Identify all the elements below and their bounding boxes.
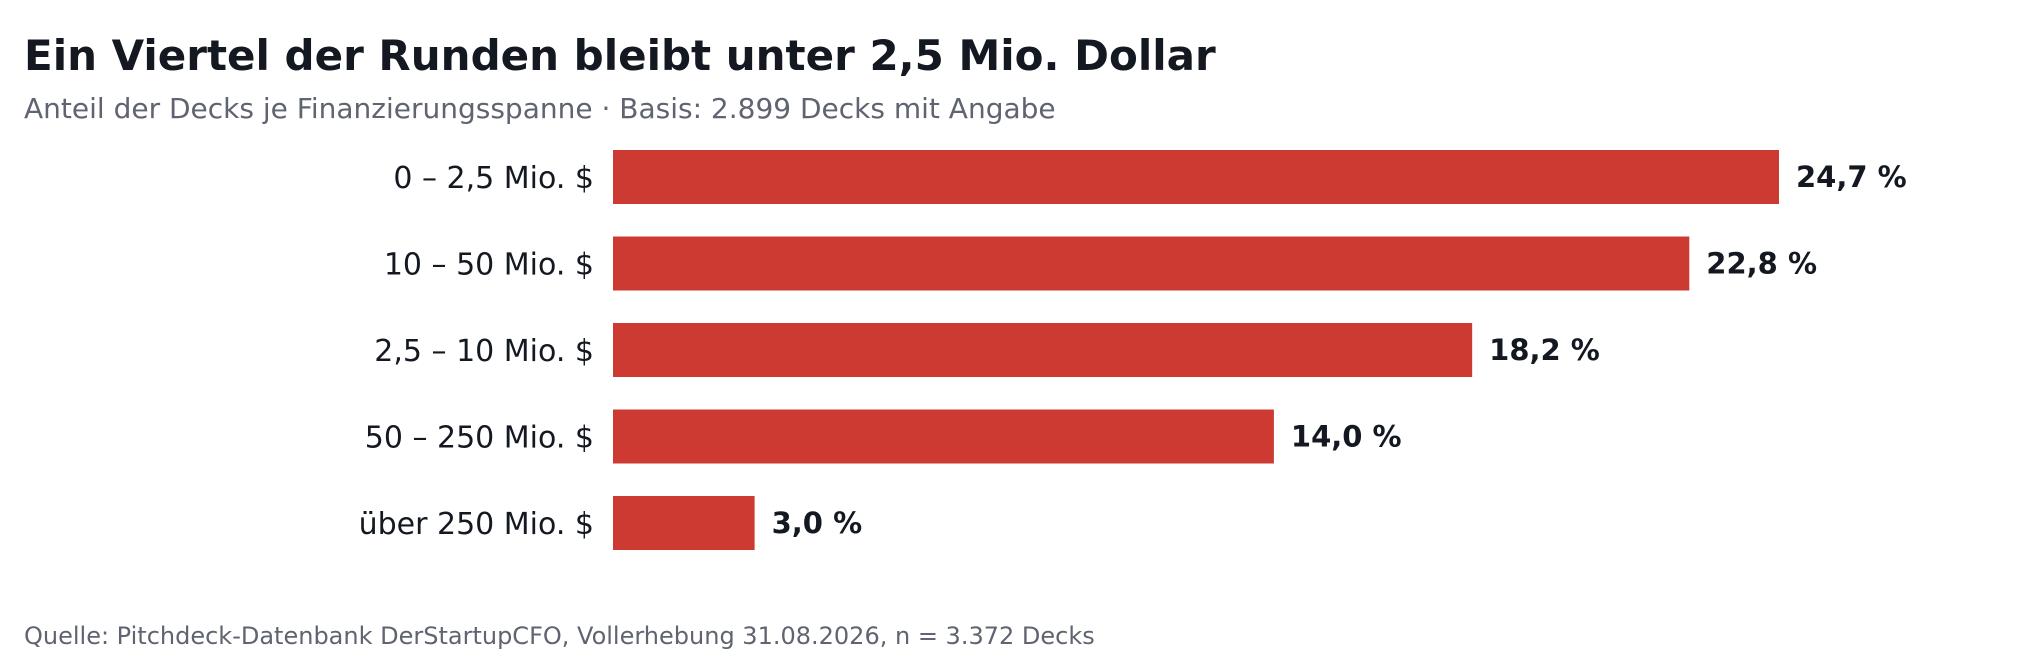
bar	[613, 409, 1274, 464]
value-label: 24,7 %	[1796, 160, 1907, 194]
bar	[613, 236, 1690, 291]
category-label: über 250 Mio. $	[359, 507, 594, 542]
bar	[613, 496, 755, 550]
source-note: Quelle: Pitchdeck-Datenbank DerStartupCF…	[24, 622, 1095, 650]
value-label: 3,0 %	[772, 506, 863, 540]
category-label: 50 – 250 Mio. $	[365, 421, 594, 456]
chart-subtitle: Anteil der Decks je Finanzierungsspanne …	[24, 92, 1056, 125]
value-label: 14,0 %	[1291, 420, 1402, 454]
bar	[613, 323, 1473, 377]
value-label: 22,8 %	[1706, 247, 1817, 281]
value-label: 18,2 %	[1489, 333, 1600, 367]
category-label: 0 – 2,5 Mio. $	[393, 161, 594, 196]
bar	[613, 150, 1779, 204]
category-label: 10 – 50 Mio. $	[384, 248, 594, 283]
category-label: 2,5 – 10 Mio. $	[374, 334, 594, 369]
chart-title: Ein Viertel der Runden bleibt unter 2,5 …	[24, 31, 1216, 80]
